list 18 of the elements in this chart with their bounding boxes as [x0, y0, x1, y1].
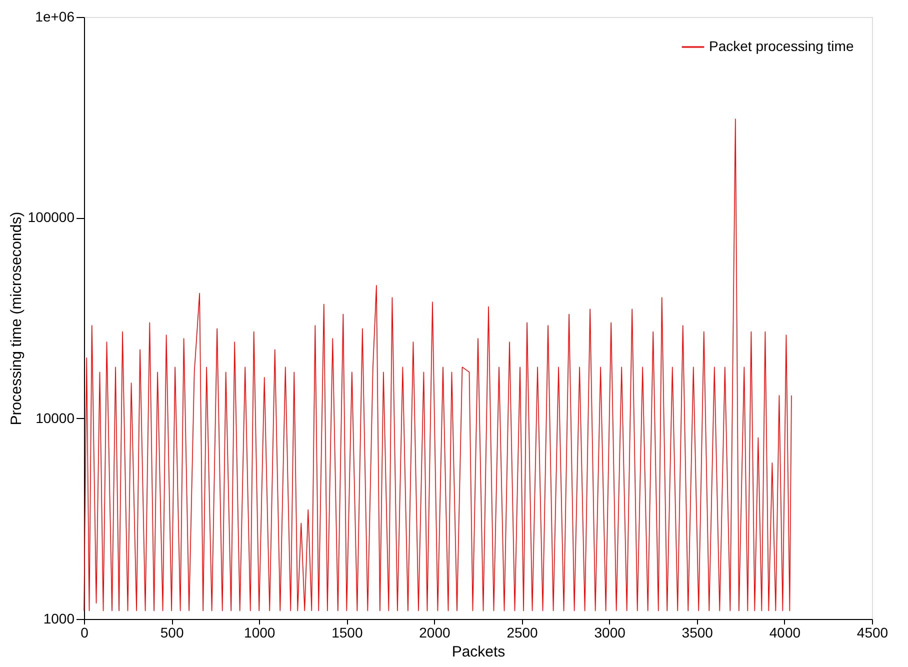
x-tick-label: 2500: [506, 624, 538, 640]
x-tick-label: 1000: [244, 624, 276, 640]
x-tick-label: 0: [80, 624, 89, 640]
x-tick-label: 4000: [769, 624, 801, 640]
legend-label: Packet processing time: [709, 38, 854, 54]
x-tick-label: 2000: [419, 624, 451, 640]
y-tick-label: 1e+06: [35, 8, 75, 24]
x-tick-label: 1500: [332, 624, 363, 640]
y-axis-title: Processing time (microseconds): [8, 212, 25, 426]
x-axis-title: Packets: [452, 644, 506, 660]
y-tick-label: 1000: [43, 610, 75, 626]
x-tick-label: 500: [160, 624, 184, 640]
x-tick-label: 4500: [856, 624, 888, 640]
x-tick-label: 3500: [682, 624, 714, 640]
y-tick-label: 100000: [28, 209, 75, 226]
x-tick-label: 3000: [594, 624, 626, 640]
y-tick-label: 10000: [36, 410, 75, 426]
line-series: [84, 118, 792, 612]
